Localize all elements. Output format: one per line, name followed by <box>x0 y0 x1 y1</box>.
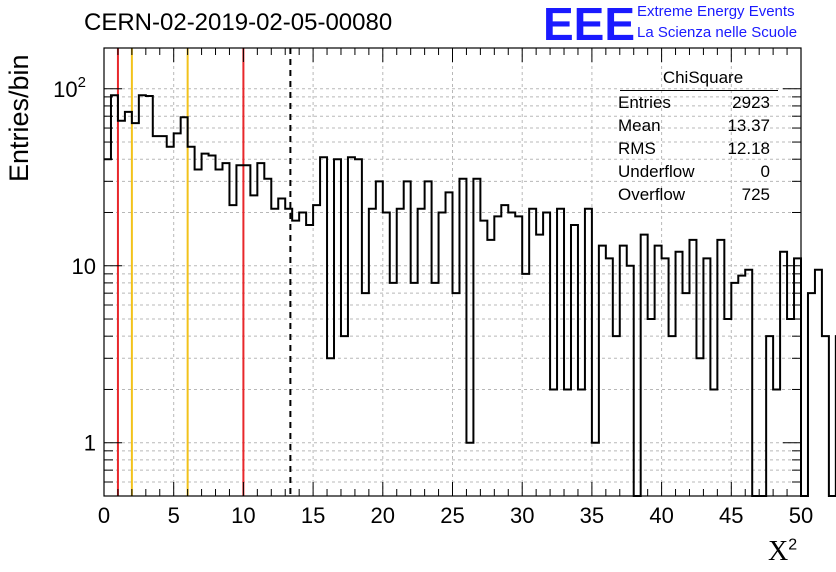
stats-row-mean: Mean 13.37 <box>612 114 780 137</box>
x-tick-label: 45 <box>719 503 743 528</box>
chart-title: CERN-02-2019-02-05-00080 <box>84 9 393 36</box>
stats-value: 0 <box>760 162 770 181</box>
stats-label: Entries <box>618 93 671 112</box>
x-tick-label: 25 <box>440 503 464 528</box>
x-tick-label: 30 <box>510 503 534 528</box>
stats-value: 725 <box>741 185 770 204</box>
stats-label: Underflow <box>618 162 695 181</box>
stats-value: 12.18 <box>727 139 770 158</box>
histogram-series <box>104 94 836 497</box>
stats-row-overflow: Overflow 725 <box>612 183 780 206</box>
y-tick-label: 102 <box>53 74 86 102</box>
stats-title: ChiSquare <box>620 66 778 91</box>
stats-row-entries: Entries 2923 <box>612 91 780 114</box>
histogram-line <box>104 94 836 497</box>
stats-box: ChiSquare Entries 2923 Mean 13.37 RMS 12.18… <box>612 66 780 206</box>
x-tick-label: 20 <box>371 503 395 528</box>
stats-row-underflow: Underflow 0 <box>612 160 780 183</box>
stats-value: 13.37 <box>727 116 770 135</box>
eee-logo-line2: La Scienza nelle Scuole <box>637 24 798 41</box>
y-tick-label: 10 <box>72 254 96 279</box>
x-tick-label: 0 <box>98 503 110 528</box>
stats-label: Overflow <box>618 185 686 204</box>
stats-label: Mean <box>618 116 661 135</box>
y-axis-label: Entries/bin <box>4 54 34 182</box>
y-tick-label: 1 <box>84 431 96 456</box>
x-tick-label: 15 <box>301 503 325 528</box>
stats-value: 2923 <box>732 93 770 112</box>
x-axis-label-text: X <box>768 536 789 567</box>
x-tick-label: 10 <box>231 503 255 528</box>
eee-logo-line1: Extreme Energy Events <box>637 3 795 20</box>
x-axis-label-superscript: 2 <box>788 536 798 554</box>
x-tick-label: 40 <box>649 503 673 528</box>
x-tick-label: 50 <box>789 503 813 528</box>
x-tick-label: 35 <box>580 503 604 528</box>
stats-label: RMS <box>618 139 656 158</box>
x-tick-label: 5 <box>168 503 180 528</box>
marker-lines <box>116 48 292 496</box>
eee-logo: EEE <box>543 0 636 50</box>
x-axis-label: X2 <box>768 536 797 568</box>
stats-row-rms: RMS 12.18 <box>612 137 780 160</box>
axes: 0 5 10 15 20 25 30 35 40 45 50 1 10 102 <box>53 47 813 528</box>
